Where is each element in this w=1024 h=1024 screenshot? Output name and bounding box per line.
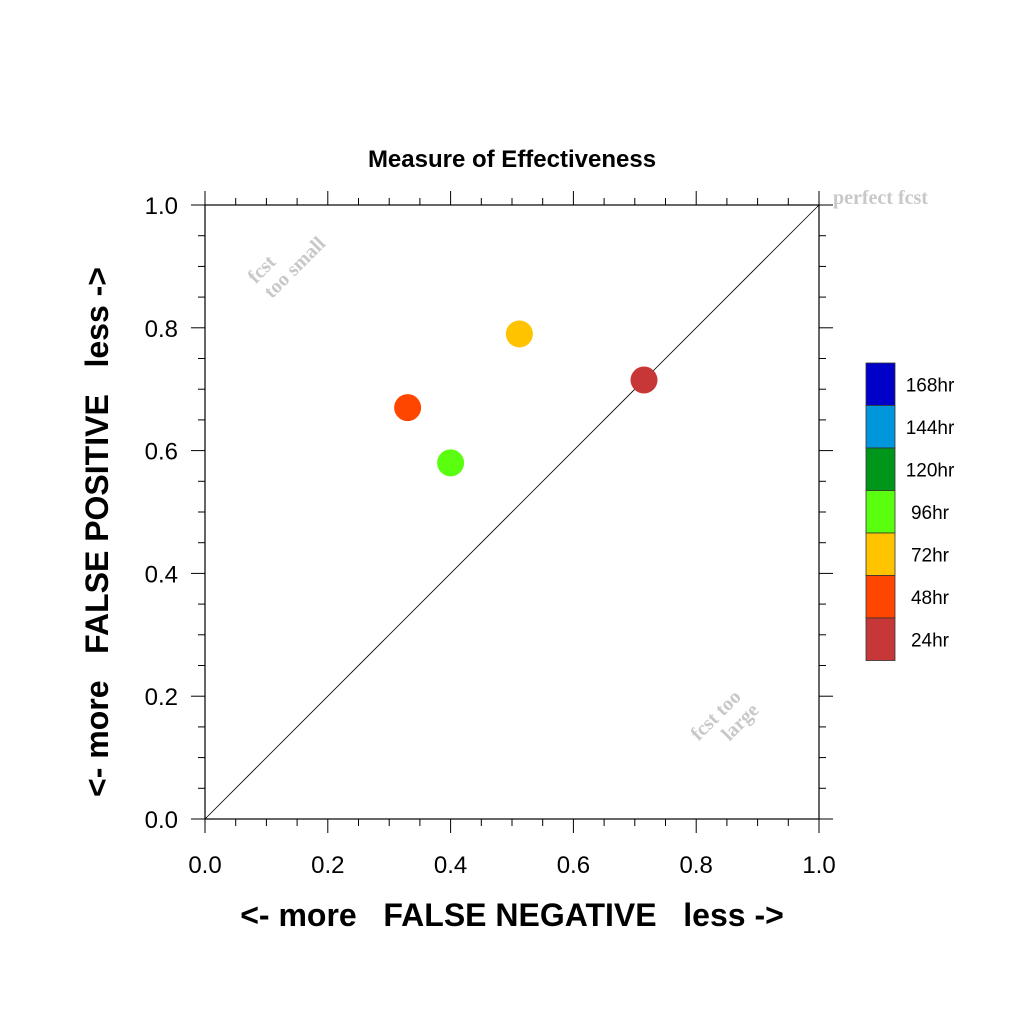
axis-ticks	[191, 191, 833, 833]
legend-label-168hr: 168hr	[906, 375, 955, 396]
legend-swatch-48hr	[865, 575, 896, 619]
chart-title: Measure of Effectiveness	[368, 146, 656, 173]
x-axis-label: <- more FALSE NEGATIVE less ->	[240, 897, 784, 933]
perfect-forecast-annotation: perfect fcst	[833, 187, 928, 209]
y-tick-label: 0.4	[145, 561, 178, 588]
x-tick-label: 0.4	[434, 852, 467, 879]
x-tick-label: 0.0	[188, 852, 221, 879]
point-96hr	[437, 449, 465, 477]
point-48hr	[394, 394, 422, 422]
y-tick-label: 0.0	[145, 807, 178, 834]
x-tick-label: 0.8	[680, 852, 713, 879]
legend-label-144hr: 144hr	[906, 418, 955, 439]
perfect-forecast-diagonal	[204, 204, 820, 820]
point-24hr	[630, 366, 658, 394]
y-axis-label: <- more FALSE POSITIVE less ->	[79, 267, 115, 797]
legend: 168hr 144hr 120hr 96hr 72hr 48hr 24hr	[865, 362, 955, 661]
y-tick-label: 0.8	[145, 316, 178, 343]
point-72hr	[505, 320, 533, 348]
y-tick-labels: 0.0 0.2 0.4 0.6 0.8 1.0	[145, 193, 178, 834]
too-small-annotation: fcst too small	[244, 217, 331, 304]
legend-label-120hr: 120hr	[906, 460, 955, 481]
x-tick-label: 1.0	[802, 852, 835, 879]
legend-label-96hr: 96hr	[911, 503, 950, 524]
legend-swatch-24hr	[865, 617, 896, 661]
legend-label-48hr: 48hr	[911, 588, 950, 609]
y-tick-label: 1.0	[145, 193, 178, 220]
legend-swatch-168hr	[865, 362, 896, 406]
legend-swatch-72hr	[865, 532, 896, 576]
legend-swatch-96hr	[865, 490, 896, 534]
y-tick-label: 0.6	[145, 439, 178, 466]
legend-swatch-120hr	[865, 447, 896, 491]
legend-swatch-144hr	[865, 405, 896, 449]
legend-label-72hr: 72hr	[911, 545, 950, 566]
x-tick-label: 0.6	[557, 852, 590, 879]
x-tick-labels: 0.0 0.2 0.4 0.6 0.8 1.0	[188, 852, 835, 879]
x-tick-label: 0.2	[311, 852, 344, 879]
y-tick-label: 0.2	[145, 684, 178, 711]
too-large-annotation: fcst too large	[686, 682, 764, 760]
legend-label-24hr: 24hr	[911, 630, 950, 651]
data-points	[394, 320, 658, 477]
